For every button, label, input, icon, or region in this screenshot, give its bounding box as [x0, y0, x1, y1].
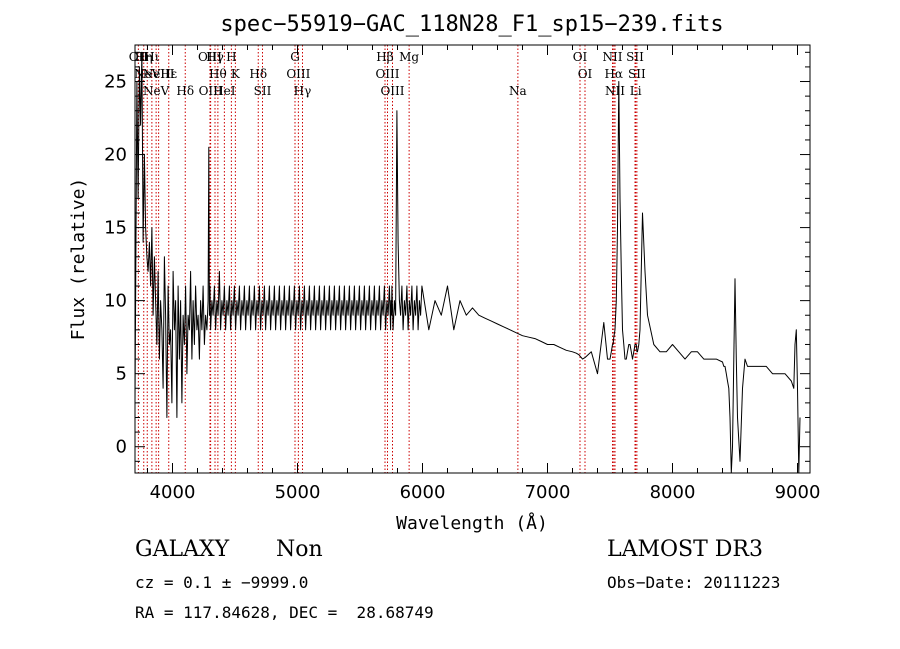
spectral-line-label-7: Hδ [176, 84, 194, 98]
spectrum-layer [134, 51, 801, 474]
spectral-line-label-29: NII [605, 84, 625, 98]
coordinates-text: RA = 117.84628, DEC = 28.68749 [135, 603, 434, 622]
y-tick-label-20: 20 [104, 145, 127, 166]
y-tick-label-10: 10 [104, 291, 127, 312]
spectral-line-label-3: Hι [144, 50, 159, 64]
spectral-line-label-12: HeI [213, 84, 236, 98]
spectral-line-markers [137, 45, 638, 473]
spectral-line-label-18: OIII [286, 67, 310, 81]
spectral-line-label-23: Mg [399, 50, 419, 64]
spectral-line-label-4: NeV [143, 84, 170, 98]
x-tick-label-9000: 9000 [775, 482, 821, 503]
x-axis: 4000 5000 6000 7000 8000 9000 [147, 45, 821, 503]
spectrum-line [134, 51, 801, 474]
spectral-line-label-22: OIII [380, 84, 404, 98]
spectral-line-label-1: Hη [135, 50, 153, 64]
spectral-line-label-2: NeV [134, 67, 161, 81]
spectral-line-label-0: OII [129, 50, 149, 64]
object-class: GALAXY [135, 537, 230, 562]
redshift-text: cz = 0.1 ± −9999.0 [135, 573, 309, 592]
spectral-line-label-20: Hβ [376, 50, 393, 64]
spectral-line-label-26: OI [578, 67, 593, 81]
spectral-line-label-32: Li [630, 84, 642, 98]
x-tick-label-8000: 8000 [650, 482, 696, 503]
survey-name: LAMOST DR3 [607, 537, 763, 562]
y-tick-label-15: 15 [104, 218, 127, 239]
spectral-line-label-25: OI [573, 50, 588, 64]
spectral-line-label-24: Na [509, 84, 527, 98]
y-tick-label-0: 0 [116, 437, 127, 458]
spectral-line-label-28: Hα [604, 67, 623, 81]
spectral-line-label-11: Hθ [209, 67, 227, 81]
spectral-line-label-14: K [231, 67, 241, 81]
obs-date-text: Obs−Date: 20111223 [607, 573, 781, 592]
plot-frame [134, 44, 811, 474]
spectral-line-label-21: OIII [375, 67, 399, 81]
spectral-line-label-6: Hε [160, 67, 177, 81]
spectral-line-label-30: SII [626, 50, 644, 64]
spectral-line-label-19: Hγ [294, 84, 312, 98]
spectral-line-label-16: SII [254, 84, 272, 98]
spectral-line-label-5: NeIII [143, 67, 175, 81]
spectral-line-label-9: OIII [199, 84, 223, 98]
spectral-line-label-27: NII [603, 50, 623, 64]
y-axis: 0 5 10 15 20 25 [104, 51, 810, 462]
x-axis-label: Wavelength (Å) [396, 512, 548, 534]
spectral-line-label-8: OIII [198, 50, 222, 64]
x-tick-label-6000: 6000 [400, 482, 446, 503]
chart-title: spec−55919−GAC_118N28_F1_sp15−239.fits [220, 12, 723, 37]
y-tick-label-5: 5 [116, 364, 127, 385]
spectral-line-label-13: H [226, 50, 236, 64]
x-tick-label-7000: 7000 [525, 482, 571, 503]
x-tick-label-4000: 4000 [150, 482, 196, 503]
spectral-line-label-10: Hγ [206, 50, 224, 64]
x-tick-label-5000: 5000 [275, 482, 321, 503]
y-axis-label: Flux (relative) [68, 178, 89, 341]
spectral-line-label-31: SII [628, 67, 646, 81]
object-subclass: Non [276, 537, 323, 562]
spectral-line-label-17: G [290, 50, 300, 64]
spectral-line-label-15: Hδ [249, 67, 267, 81]
y-tick-label-25: 25 [104, 72, 127, 93]
